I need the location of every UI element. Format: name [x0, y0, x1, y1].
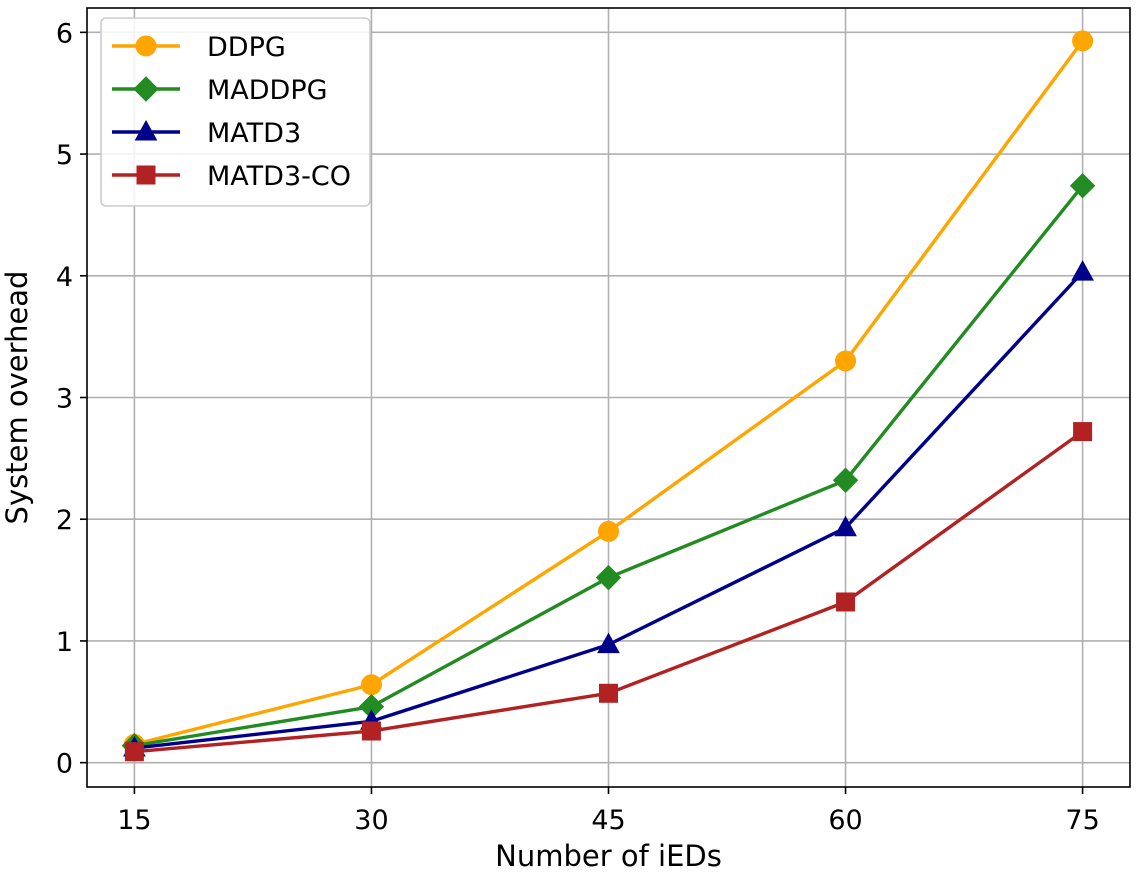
x-tick-label: 45	[591, 805, 625, 836]
y-tick-label: 1	[56, 627, 73, 658]
legend-label: MADDPG	[207, 75, 328, 106]
y-tick-label: 2	[56, 505, 73, 536]
legend-marker	[133, 76, 159, 102]
data-point-matd3	[834, 515, 857, 537]
legend-marker	[135, 35, 157, 57]
legend-marker	[136, 165, 156, 185]
legend-entry-matd3-co: MATD3-CO	[112, 161, 351, 192]
data-point-matd3	[1071, 260, 1094, 281]
x-tick-label: 15	[117, 805, 151, 836]
x-axis-title: Number of iEDs	[495, 839, 722, 873]
x-tick-label: 30	[354, 805, 388, 836]
y-axis-title: System overhead	[0, 271, 34, 525]
data-point-matd3-co	[599, 683, 618, 703]
series-matd3-co	[124, 422, 1093, 762]
data-point-matd3-co	[124, 742, 144, 762]
data-point-maddpg	[595, 564, 622, 591]
y-tick-label: 5	[56, 140, 73, 171]
legend-entry-ddpg: DDPG	[112, 32, 286, 63]
data-point-matd3-co	[361, 721, 381, 741]
legend-marker	[134, 119, 158, 141]
y-tick-label: 6	[56, 18, 73, 49]
y-tick-label: 4	[56, 262, 73, 293]
series-layer	[121, 30, 1096, 762]
legend-label: MATD3-CO	[207, 161, 351, 192]
x-tick-label: 75	[1065, 805, 1099, 836]
legend-entry-maddpg: MADDPG	[112, 75, 328, 106]
data-point-ddpg	[598, 520, 619, 542]
data-point-matd3-co	[1073, 422, 1093, 442]
legend-box	[100, 17, 371, 207]
x-tick-label: 60	[828, 805, 862, 836]
legend-entry-matd3: MATD3	[112, 118, 301, 149]
y-tick-label: 3	[56, 384, 73, 415]
data-point-maddpg	[1069, 173, 1096, 199]
y-tick-label: 0	[56, 749, 73, 780]
data-point-ddpg	[835, 350, 857, 372]
data-point-ddpg	[360, 674, 382, 696]
data-point-matd3-co	[836, 592, 856, 612]
legend-label: DDPG	[207, 32, 286, 63]
legend-label: MATD3	[207, 118, 301, 149]
data-point-matd3	[597, 632, 620, 654]
data-point-ddpg	[1072, 30, 1094, 52]
legend: DDPG MADDPG MATD3 MATD3-CO	[100, 17, 371, 207]
data-point-maddpg	[832, 467, 859, 493]
